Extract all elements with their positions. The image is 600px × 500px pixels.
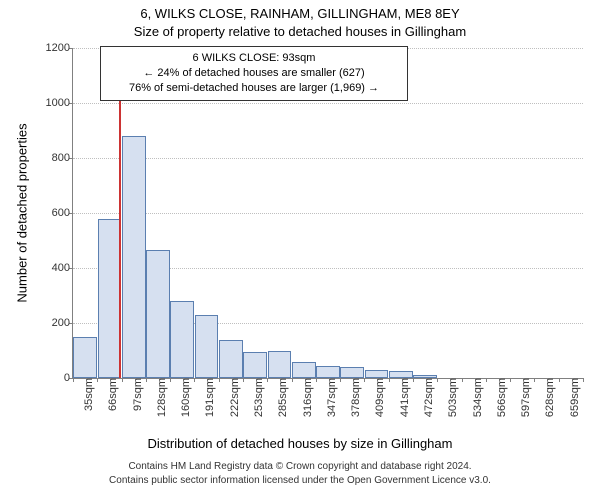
x-tick-label: 66sqm [101,378,119,411]
x-tick-mark [534,378,535,382]
histogram-bar [122,136,146,378]
grid-line [73,158,583,159]
x-tick-label: 191sqm [198,378,216,417]
y-tick-label: 600 [52,207,73,219]
y-tick-label: 0 [64,372,73,384]
y-tick-label: 400 [52,262,73,274]
histogram-bar [268,351,292,379]
info-box-line-3: 76% of semi-detached houses are larger (… [109,81,399,96]
histogram-bar [413,375,437,378]
x-tick-label: 347sqm [320,378,338,417]
x-tick-label: 97sqm [126,378,144,411]
x-axis-label: Distribution of detached houses by size … [0,436,600,451]
info-box-line-1: 6 WILKS CLOSE: 93sqm [109,51,399,66]
histogram-bar [243,352,267,378]
x-tick-mark [486,378,487,382]
chart-container: { "title_line1": "6, WILKS CLOSE, RAINHA… [0,0,600,500]
x-tick-label: 628sqm [538,378,556,417]
histogram-bar [316,366,340,378]
x-tick-mark [559,378,560,382]
x-tick-mark [243,378,244,382]
title-line-1: 6, WILKS CLOSE, RAINHAM, GILLINGHAM, ME8… [0,6,600,21]
x-tick-label: 222sqm [223,378,241,417]
y-tick-label: 1200 [46,42,73,54]
x-tick-mark [389,378,390,382]
x-tick-mark [146,378,147,382]
x-tick-mark [97,378,98,382]
x-tick-mark [413,378,414,382]
info-box-line-2: ← 24% of detached houses are smaller (62… [109,66,399,81]
y-tick-label: 1000 [46,97,73,109]
x-tick-mark [510,378,511,382]
histogram-bar [389,371,413,378]
x-tick-label: 659sqm [563,378,581,417]
x-tick-label: 253sqm [247,378,265,417]
x-tick-label: 472sqm [417,378,435,417]
info-box: 6 WILKS CLOSE: 93sqm ← 24% of detached h… [100,46,408,101]
x-tick-label: 35sqm [77,378,95,411]
histogram-bar [365,370,389,378]
x-tick-label: 378sqm [344,378,362,417]
grid-line [73,103,583,104]
x-tick-label: 160sqm [174,378,192,417]
x-tick-label: 534sqm [466,378,484,417]
title-line-2: Size of property relative to detached ho… [0,24,600,39]
x-tick-mark [316,378,317,382]
y-tick-label: 200 [52,317,73,329]
x-tick-label: 128sqm [150,378,168,417]
footer-attribution: Contains HM Land Registry data © Crown c… [0,460,600,487]
x-tick-mark [170,378,171,382]
x-tick-mark [340,378,341,382]
x-tick-mark [73,378,74,382]
x-tick-mark [583,378,584,382]
x-tick-mark [437,378,438,382]
histogram-bar [98,219,122,379]
x-tick-mark [219,378,220,382]
x-tick-mark [462,378,463,382]
histogram-bar [292,362,316,379]
footer-line-2: Contains public sector information licen… [0,474,600,488]
x-tick-label: 409sqm [368,378,386,417]
y-axis-label: Number of detached properties [15,123,30,302]
grid-line [73,213,583,214]
histogram-bar [73,337,97,378]
histogram-bar [340,367,364,378]
x-tick-label: 441sqm [393,378,411,417]
histogram-bar [219,340,243,379]
x-tick-mark [292,378,293,382]
x-tick-label: 503sqm [441,378,459,417]
histogram-bar [146,250,170,378]
histogram-bar [170,301,194,378]
x-tick-label: 285sqm [271,378,289,417]
footer-line-1: Contains HM Land Registry data © Crown c… [0,460,600,474]
x-tick-label: 316sqm [296,378,314,417]
histogram-bar [195,315,219,378]
x-tick-label: 597sqm [514,378,532,417]
x-tick-mark [194,378,195,382]
x-tick-mark [122,378,123,382]
x-tick-mark [364,378,365,382]
x-tick-mark [267,378,268,382]
y-tick-label: 800 [52,152,73,164]
x-tick-label: 566sqm [490,378,508,417]
